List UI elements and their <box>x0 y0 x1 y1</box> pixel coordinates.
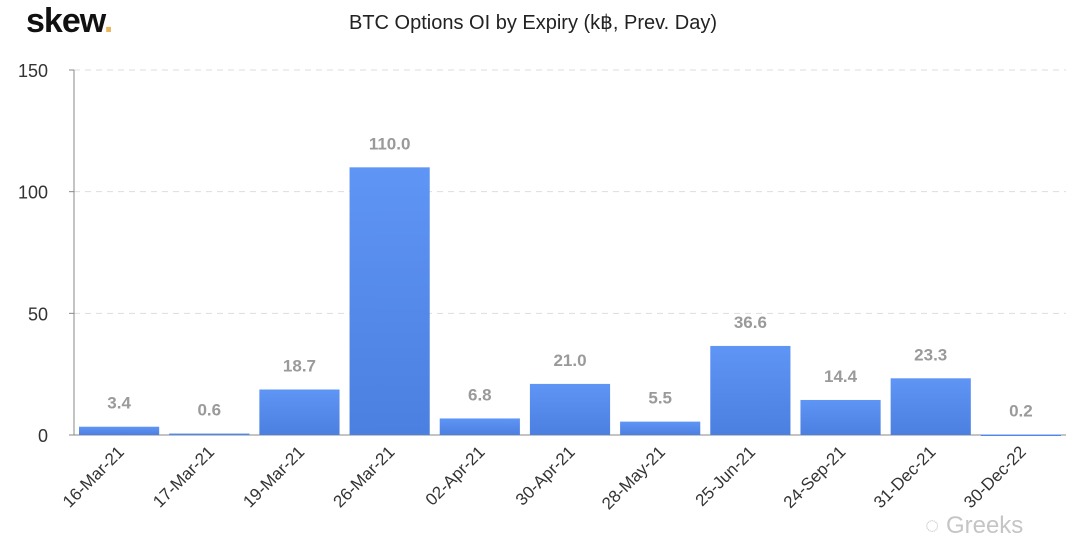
watermark: ◌ Greeks <box>925 512 1024 539</box>
data-label: 5.5 <box>648 389 672 408</box>
bar <box>529 383 611 435</box>
x-tick-label: 24-Sep-21 <box>780 442 850 512</box>
bar <box>169 433 250 436</box>
y-tick-label: 0 <box>38 426 48 446</box>
y-tick-label: 50 <box>28 304 48 324</box>
x-tick-label: 25-Jun-21 <box>692 442 760 510</box>
data-label: 14.4 <box>824 367 858 386</box>
wechat-icon: ◌ <box>925 512 940 539</box>
bar <box>620 421 701 435</box>
bar <box>439 418 520 435</box>
data-label: 3.4 <box>107 394 131 413</box>
data-label: 23.3 <box>914 345 947 364</box>
x-tick-label: 02-Apr-21 <box>422 442 489 509</box>
data-label: 21.0 <box>553 351 586 370</box>
x-tick-label: 17-Mar-21 <box>149 442 218 511</box>
bar <box>710 345 791 435</box>
y-tick-label: 100 <box>18 183 48 203</box>
bar <box>800 399 881 435</box>
data-label: 36.6 <box>734 313 767 332</box>
bar <box>980 434 1061 437</box>
x-tick-label: 28-May-21 <box>598 442 669 513</box>
skew-logo: skew. <box>26 2 113 40</box>
x-tick-label: 31-Dec-21 <box>870 442 940 512</box>
data-label: 6.8 <box>468 385 492 404</box>
x-tick-label: 19-Mar-21 <box>239 442 308 511</box>
bar <box>79 426 160 435</box>
x-tick-label: 16-Mar-21 <box>59 442 128 511</box>
x-tick-label: 30-Apr-21 <box>512 442 579 509</box>
x-tick-label: 26-Mar-21 <box>330 442 399 511</box>
y-tick-label: 150 <box>18 61 48 81</box>
bar <box>259 389 340 435</box>
data-label: 110.0 <box>369 134 411 153</box>
data-label: 18.7 <box>283 356 316 375</box>
data-label: 0.6 <box>197 401 221 420</box>
chart-title: BTC Options OI by Expiry (k฿, Prev. Day) <box>349 12 717 34</box>
bar <box>349 167 430 436</box>
x-tick-label: 30-Dec-22 <box>960 442 1030 512</box>
bar <box>890 378 971 435</box>
data-label: 0.2 <box>1009 402 1033 421</box>
